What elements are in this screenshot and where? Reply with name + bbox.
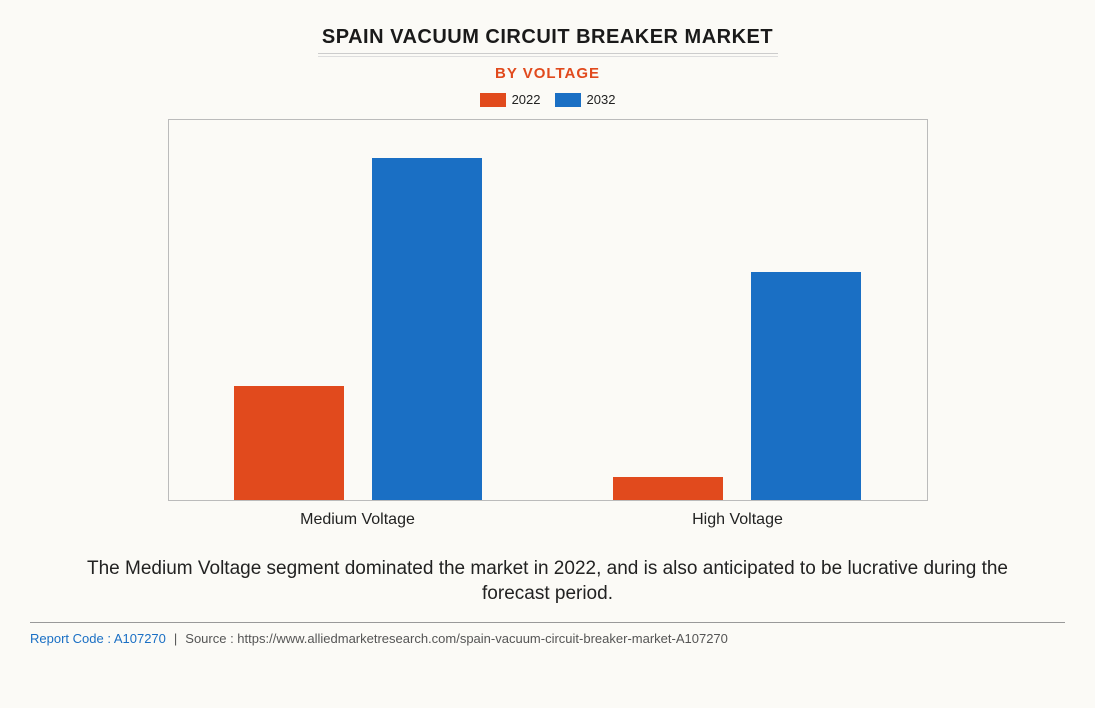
bar-high-2022 — [613, 477, 723, 500]
chart-area: Medium Voltage High Voltage — [168, 119, 928, 529]
title-underline — [318, 53, 778, 57]
legend-label-2032: 2032 — [587, 92, 616, 107]
bar-high-2032 — [751, 272, 861, 500]
source-text: Source : https://www.alliedmarketresearc… — [185, 631, 728, 646]
plot-area — [168, 119, 928, 501]
x-axis: Medium Voltage High Voltage — [168, 511, 928, 529]
legend: 2022 2032 — [30, 92, 1065, 107]
legend-item-2032: 2032 — [555, 92, 616, 107]
report-code: Report Code : A107270 — [30, 631, 166, 646]
chart-subtitle: BY VOLTAGE — [30, 65, 1065, 82]
legend-swatch-2032 — [555, 93, 581, 107]
legend-swatch-2022 — [480, 93, 506, 107]
footer: Report Code : A107270 | Source : https:/… — [30, 622, 1065, 646]
caption-text: The Medium Voltage segment dominated the… — [73, 557, 1023, 606]
chart-title: SPAIN VACUUM CIRCUIT BREAKER MARKET — [30, 26, 1065, 49]
xlabel-medium-voltage: Medium Voltage — [168, 511, 548, 529]
bar-medium-2022 — [234, 386, 344, 500]
xlabel-high-voltage: High Voltage — [548, 511, 928, 529]
bar-group-high-voltage — [548, 120, 927, 500]
bar-medium-2032 — [372, 158, 482, 500]
legend-label-2022: 2022 — [512, 92, 541, 107]
bar-group-medium-voltage — [169, 120, 548, 500]
legend-item-2022: 2022 — [480, 92, 541, 107]
footer-separator: | — [174, 631, 177, 646]
